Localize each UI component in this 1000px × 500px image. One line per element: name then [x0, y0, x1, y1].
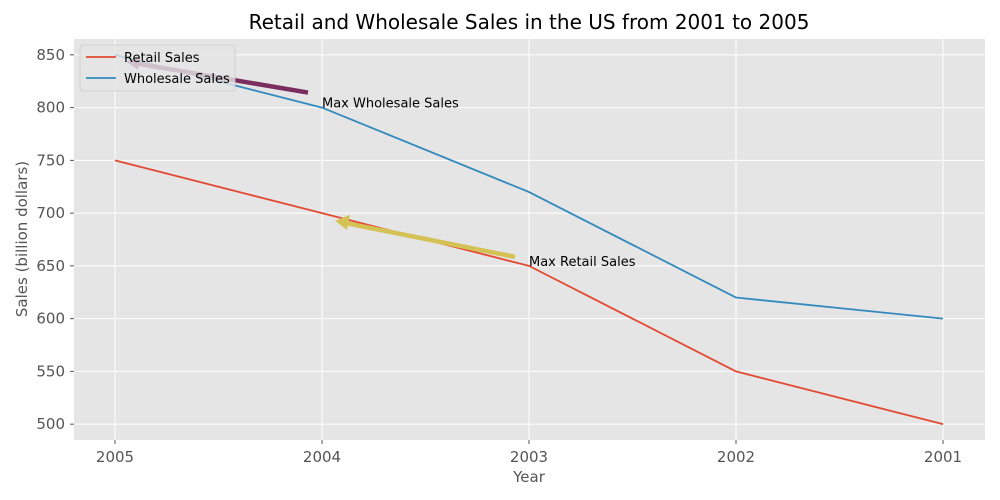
y-tick-label: 650	[36, 257, 65, 275]
legend-label: Wholesale Sales	[124, 72, 230, 87]
y-tick-label: 850	[36, 46, 65, 64]
x-axis-label: Year	[512, 468, 546, 486]
y-axis-label: Sales (billion dollars)	[13, 161, 31, 317]
y-tick-label: 600	[36, 310, 65, 328]
x-ticks: 2005 2004 2003 2002 2001	[96, 440, 962, 466]
y-tick-label: 800	[36, 99, 65, 117]
annotation-label: Max Retail Sales	[529, 255, 636, 270]
y-tick-label: 550	[36, 362, 65, 380]
legend-box	[79, 44, 236, 92]
legend: Retail Sales Wholesale Sales	[79, 44, 236, 92]
y-tick-label: 500	[36, 415, 65, 433]
y-tick-label: 750	[36, 151, 65, 169]
x-tick-label: 2005	[96, 448, 134, 466]
y-ticks: 500 550 600 650 700 750 800 850	[36, 46, 74, 433]
retail-sales-line	[114, 159, 944, 426]
annotation-arrow	[346, 221, 516, 260]
wholesale-sales-line	[114, 53, 944, 320]
x-tick-label: 2002	[717, 448, 755, 466]
annotation-label: Max Wholesale Sales	[322, 97, 459, 112]
series-layer	[114, 53, 944, 426]
x-tick-label: 2001	[924, 448, 962, 466]
legend-label: Retail Sales	[124, 51, 200, 66]
chart-title: Retail and Wholesale Sales in the US fro…	[249, 10, 810, 34]
x-tick-label: 2003	[510, 448, 548, 466]
annotation-arrowhead	[335, 214, 350, 230]
y-tick-label: 700	[36, 204, 65, 222]
x-tick-label: 2004	[303, 448, 341, 466]
